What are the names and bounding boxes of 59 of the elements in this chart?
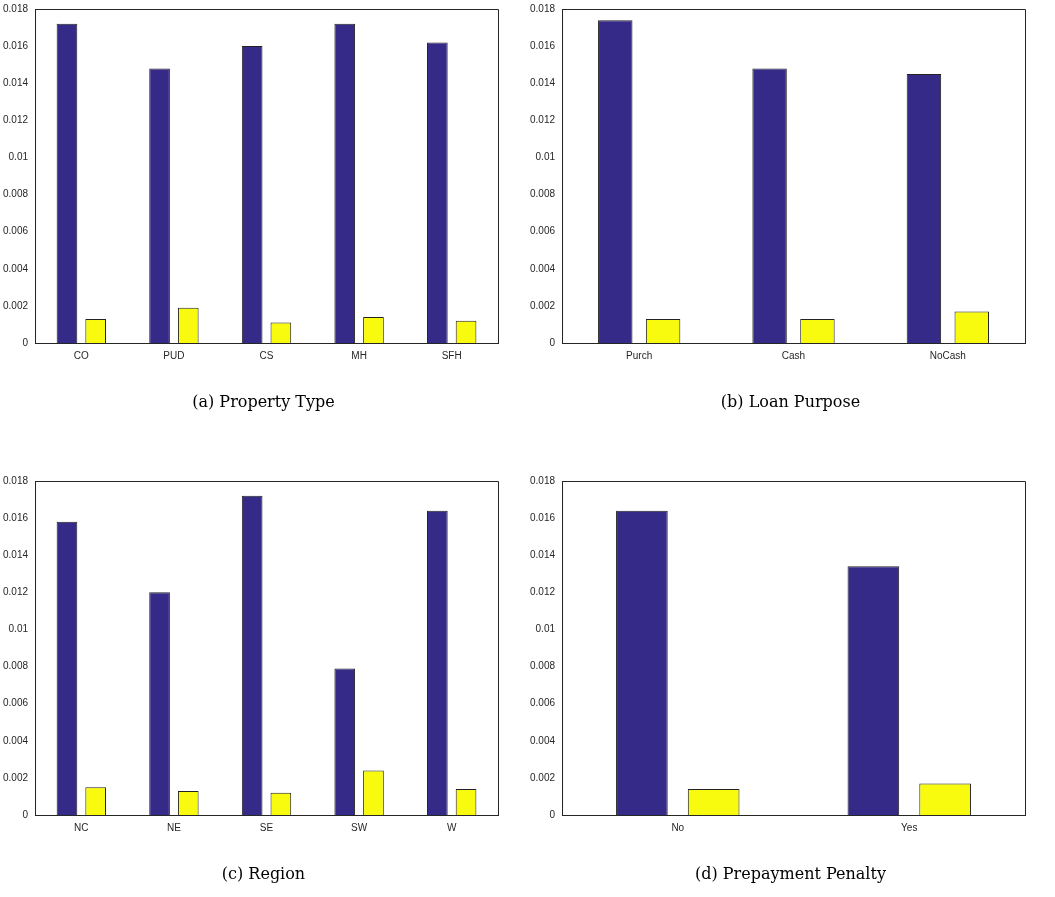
y-tick-label: 0.008	[2, 188, 29, 200]
x-tick-label: NE	[166, 821, 182, 833]
y-tick-label: 0.018	[529, 2, 556, 14]
y-tick-label: 0	[22, 336, 29, 348]
y-tick-label: 0.012	[529, 114, 556, 126]
x-tick-label: SFH	[441, 349, 462, 361]
text: (b) Loan Purpose	[719, 392, 862, 411]
y-tick-label: 0.016	[2, 39, 29, 51]
x-tick-label: MH	[351, 349, 367, 361]
y-tick-label: 0.01	[535, 623, 556, 635]
text: (d) Prepayment Penalty	[694, 864, 887, 883]
x-tick-label: Purch	[626, 349, 653, 361]
y-tick-label: 0.018	[2, 2, 29, 14]
x-tick-label: SE	[259, 821, 274, 833]
x-tick-label: No	[671, 821, 685, 833]
y-tick-label: 0.01	[8, 151, 29, 163]
y-tick-label: 0.018	[529, 474, 556, 486]
y-tick-label: 0.002	[529, 771, 556, 783]
y-tick-label: 0.004	[2, 262, 29, 274]
y-tick-label: 0.008	[529, 660, 556, 672]
text: (a) Property Type	[191, 392, 336, 411]
x-tick-label: CS	[259, 349, 274, 361]
x-tick-label: CO	[73, 349, 90, 361]
y-tick-label: 0.01	[535, 151, 556, 163]
y-tick-label: 0.014	[529, 76, 556, 88]
y-tick-label: 0.008	[2, 660, 29, 672]
y-tick-label: 0.016	[529, 511, 556, 523]
y-tick-label: 0.014	[2, 548, 29, 560]
y-tick-label: 0.018	[2, 474, 29, 486]
y-tick-label: 0	[549, 808, 556, 820]
y-tick-label: 0	[549, 336, 556, 348]
y-tick-label: 0.002	[2, 299, 29, 311]
y-tick-label: 0.012	[2, 114, 29, 126]
y-tick-label: 0.016	[529, 39, 556, 51]
y-tick-label: 0.014	[2, 76, 29, 88]
y-tick-label: 0.012	[2, 586, 29, 598]
x-tick-label: NoCash	[929, 349, 966, 361]
y-tick-label: 0.006	[2, 225, 29, 237]
y-tick-label: 0.004	[2, 734, 29, 746]
y-tick-label: 0.01	[8, 623, 29, 635]
y-tick-label: 0.008	[529, 188, 556, 200]
y-tick-label: 0	[22, 808, 29, 820]
x-tick-label: NC	[74, 821, 89, 833]
x-tick-label: PUD	[163, 349, 185, 361]
y-tick-label: 0.012	[529, 586, 556, 598]
x-tick-label: Yes	[901, 821, 918, 833]
y-tick-label: 0.002	[2, 771, 29, 783]
y-tick-label: 0.006	[529, 697, 556, 709]
x-tick-label: SW	[351, 821, 368, 833]
y-tick-label: 0.004	[529, 262, 556, 274]
y-tick-label: 0.006	[529, 225, 556, 237]
y-tick-label: 0.014	[529, 548, 556, 560]
y-tick-label: 0.006	[2, 697, 29, 709]
text: (c) Region	[220, 864, 307, 883]
y-tick-label: 0.002	[529, 299, 556, 311]
x-tick-label: W	[446, 821, 457, 833]
y-tick-label: 0.004	[529, 734, 556, 746]
y-tick-label: 0.016	[2, 511, 29, 523]
x-tick-label: Cash	[781, 349, 806, 361]
